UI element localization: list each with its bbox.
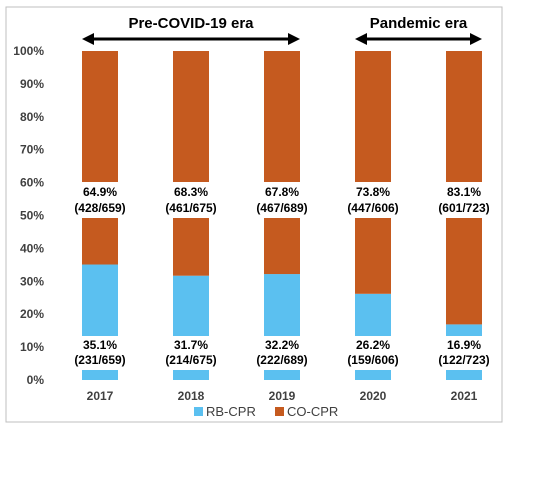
label-box-rb-cpr [347,336,399,370]
label-box-rb-cpr [165,336,217,370]
y-tick-label: 30% [20,274,44,288]
y-tick-label: 60% [20,176,44,190]
era-arrow [82,33,300,45]
y-tick-label: 90% [20,77,44,91]
data-label-rb-cpr: 16.9% [447,338,481,352]
legend-swatch [275,407,284,416]
legend-swatch [194,407,203,416]
label-box-co-cpr [165,182,217,218]
data-label-rb-cpr: 31.7% [174,338,208,352]
era-arrow-head-right [470,33,482,45]
count-label-co-cpr: (601/723) [438,201,489,215]
y-tick-label: 50% [20,209,44,223]
bar-co-cpr [355,51,391,294]
data-label-rb-cpr: 35.1% [83,338,117,352]
count-label-rb-cpr: (214/675) [165,353,216,367]
bar-labels: 64.9% (428/659) 35.1%(231/659) 68.3% (461/67… [74,182,490,370]
data-label-co-cpr: 73.8% [356,185,390,199]
count-label-co-cpr: (447/606) [347,201,398,215]
bar-co-cpr [82,51,118,265]
label-box-rb-cpr [256,336,308,370]
x-tick-label: 2019 [269,389,296,403]
data-label-co-cpr: 68.3% [174,185,208,199]
count-label-rb-cpr: (231/659) [74,353,125,367]
era-label: Pre-COVID-19 era [128,15,254,32]
label-box-co-cpr [256,182,308,218]
x-axis: 2017 2018 2019 2020 2021 [87,389,478,403]
era-arrow [355,33,482,45]
label-box-co-cpr [438,182,490,218]
label-box-rb-cpr [74,336,126,370]
y-tick-label: 10% [20,340,44,354]
bar-co-cpr [264,51,300,275]
data-label-rb-cpr: 26.2% [356,338,390,352]
era-arrow-head-left [355,33,367,45]
legend: RB-CPR CO-CPR [194,404,338,419]
data-label-rb-cpr: 32.2% [265,338,299,352]
count-label-co-cpr: (428/659) [74,201,125,215]
era-annotations: Pre-COVID-19 era Pandemic era [82,15,482,45]
y-tick-label: 80% [20,110,44,124]
label-box-co-cpr [74,182,126,218]
data-label-co-cpr: 67.8% [265,185,299,199]
legend-label: CO-CPR [287,404,338,419]
count-label-co-cpr: (461/675) [165,201,216,215]
y-tick-label: 100% [13,44,44,58]
y-tick-label: 20% [20,307,44,321]
y-axis: 0% 10% 20% 30% 40% 50% 60% 70% 80% 90% 100% [13,44,44,387]
x-tick-label: 2020 [360,389,387,403]
legend-label: RB-CPR [206,404,256,419]
data-label-co-cpr: 83.1% [447,185,481,199]
era-arrow-head-left [82,33,94,45]
count-label-rb-cpr: (159/606) [347,353,398,367]
y-tick-label: 0% [27,373,45,387]
bar-co-cpr [173,51,209,276]
y-tick-label: 40% [20,241,44,255]
x-tick-label: 2018 [178,389,205,403]
count-label-rb-cpr: (222/689) [256,353,307,367]
count-label-co-cpr: (467/689) [256,201,307,215]
label-box-co-cpr [347,182,399,218]
era-arrow-head-right [288,33,300,45]
data-label-co-cpr: 64.9% [83,185,117,199]
x-tick-label: 2017 [87,389,114,403]
era-label: Pandemic era [370,15,468,32]
y-tick-label: 70% [20,143,44,157]
count-label-rb-cpr: (122/723) [438,353,489,367]
x-tick-label: 2021 [451,389,478,403]
label-box-rb-cpr [438,336,490,370]
